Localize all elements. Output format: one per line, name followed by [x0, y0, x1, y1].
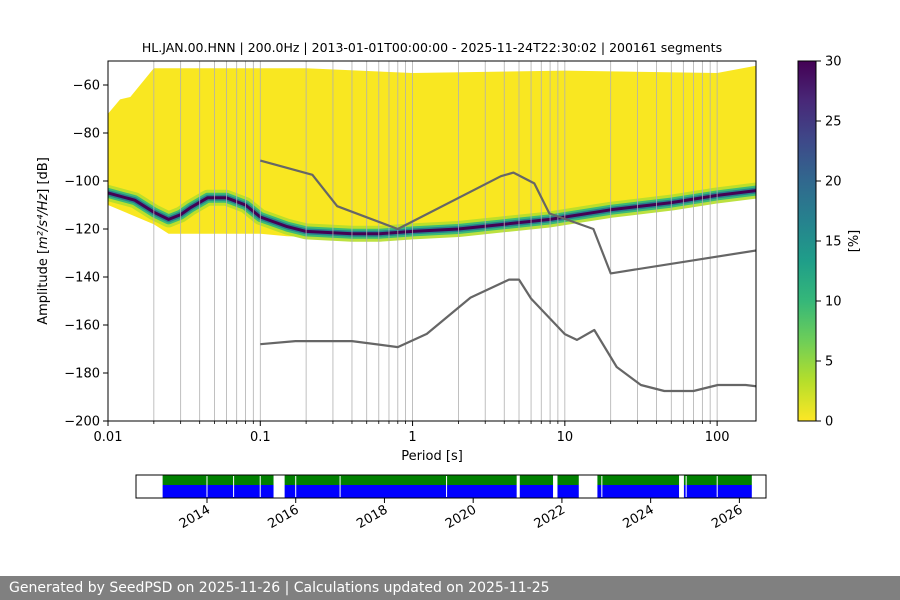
psd-coverage-segment — [162, 485, 274, 498]
timeline-tick-label: 2026 — [709, 502, 745, 532]
psd-plot: 0.01 0.1 1 10 100 −200 −180 −160 −140 −120 −100 −8… — [36, 60, 757, 464]
timeline-ticks: 2014 2016 2018 2020 2022 2024 2026 — [177, 498, 745, 532]
timeline-bars — [162, 475, 752, 498]
y-tick-label: −100 — [64, 175, 100, 190]
timeline-tick-label: 2022 — [532, 502, 568, 532]
colorbar-tick-label: 5 — [825, 355, 833, 370]
colorbar-label: [%] — [847, 230, 862, 253]
nlnm-line — [260, 278, 756, 393]
colorbar: 0 5 10 15 20 25 30 [%] — [797, 55, 862, 430]
density-envelope — [108, 65, 756, 239]
y-tick-label: −120 — [64, 223, 100, 238]
y-tick-label: −180 — [64, 367, 100, 382]
colorbar-tick-label: 15 — [825, 235, 842, 250]
availability-timeline: 2014 2016 2018 2020 2022 2024 2026 — [135, 474, 767, 532]
availability-segment — [284, 475, 517, 485]
availability-segment — [557, 475, 579, 485]
y-tick-label: −60 — [73, 79, 100, 94]
colorbar-tick-label: 10 — [825, 295, 842, 310]
noise-model-lines — [260, 159, 756, 393]
psd-coverage-segment — [557, 485, 579, 498]
psd-coverage-segment — [519, 485, 554, 498]
availability-segment — [597, 475, 680, 485]
psd-coverage-segment — [597, 485, 680, 498]
x-axis-label: Period [s] — [401, 449, 463, 464]
x-tick-label: 100 — [705, 430, 730, 445]
y-tick-label: −160 — [64, 319, 100, 334]
timeline-tick-label: 2014 — [177, 502, 213, 532]
y-axis-label: Amplitude [m²/s⁴/Hz] [dB] — [36, 157, 51, 325]
y-axis-label-prefix: Amplitude [ — [36, 249, 51, 325]
footer-bar: Generated by SeedPSD on 2025-11-26 | Cal… — [0, 576, 900, 600]
nhnm-line — [260, 159, 756, 275]
y-tick-label: −80 — [73, 127, 100, 142]
footer-text: Generated by SeedPSD on 2025-11-26 | Cal… — [9, 580, 550, 596]
timeline-frame — [135, 474, 767, 499]
grid-lines — [107, 61, 718, 421]
plot-frame — [107, 60, 757, 422]
x-tick-label: 1 — [408, 430, 416, 445]
colorbar-tick-label: 30 — [825, 55, 842, 70]
y-tick-label: −140 — [64, 271, 100, 286]
psd-coverage-segment — [284, 485, 517, 498]
y-axis-label-suffix: ] [dB] — [36, 157, 51, 194]
availability-segment — [519, 475, 554, 485]
colorbar-gradient — [797, 60, 817, 422]
colorbar-tick-label: 20 — [825, 175, 842, 190]
availability-segment — [683, 475, 752, 485]
density-mode-line — [108, 189, 756, 236]
x-tick-label: 0.1 — [250, 430, 271, 445]
timeline-tick-label: 2020 — [443, 502, 479, 532]
chart-title: HL.JAN.00.HNN | 200.0Hz | 2013-01-01T00:… — [142, 40, 722, 55]
y-axis-ticks: −200 −180 −160 −140 −120 −100 −80 −60 — [64, 79, 108, 430]
psd-coverage-segment — [683, 485, 752, 498]
timeline-tick-label: 2018 — [354, 502, 390, 532]
availability-segment — [162, 475, 274, 485]
colorbar-ticks: 0 5 10 15 20 25 30 — [816, 55, 842, 430]
timeline-tick-label: 2016 — [266, 502, 302, 532]
timeline-tick-label: 2024 — [620, 502, 656, 532]
density-layer — [108, 65, 756, 242]
x-tick-label: 10 — [557, 430, 574, 445]
colorbar-tick-label: 0 — [825, 415, 833, 430]
y-tick-label: −200 — [64, 415, 100, 430]
y-axis-label-units: m²/s⁴/Hz — [36, 193, 51, 249]
x-axis-ticks: 0.01 0.1 1 10 100 — [94, 421, 730, 445]
colorbar-tick-label: 25 — [825, 115, 842, 130]
x-tick-label: 0.01 — [94, 430, 123, 445]
